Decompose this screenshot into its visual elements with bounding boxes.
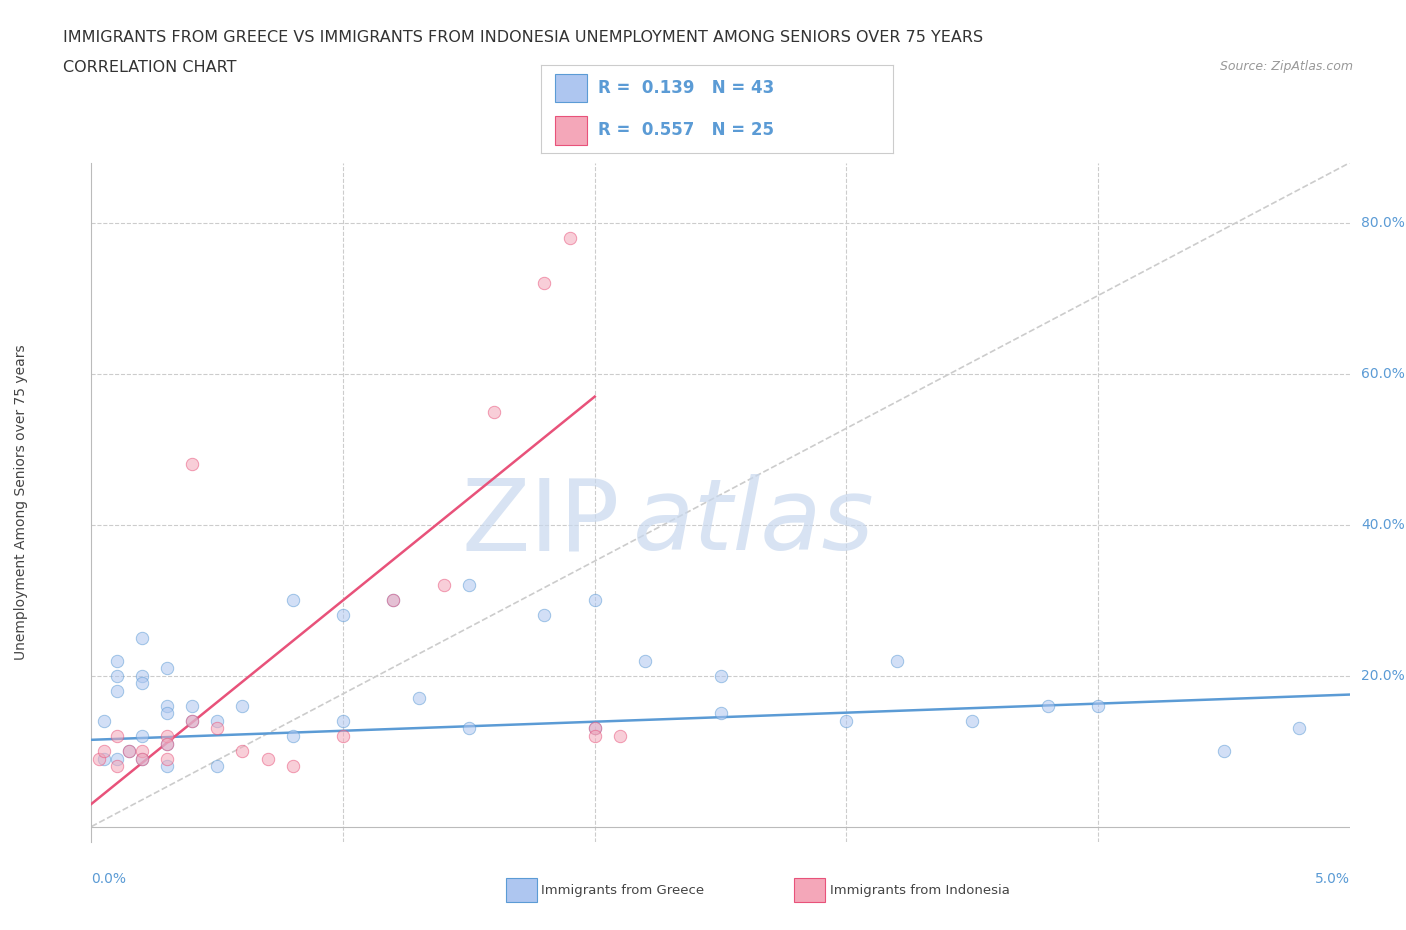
- Text: Unemployment Among Seniors over 75 years: Unemployment Among Seniors over 75 years: [14, 344, 28, 660]
- Point: [1212, 744, 1236, 759]
- Point: [156, 737, 179, 751]
- Point: [181, 713, 204, 728]
- Point: [93, 713, 115, 728]
- Text: R =  0.557   N = 25: R = 0.557 N = 25: [598, 122, 773, 140]
- Point: [105, 669, 128, 684]
- Point: [156, 751, 179, 766]
- Point: [332, 728, 354, 743]
- Point: [181, 457, 204, 472]
- Point: [231, 698, 253, 713]
- Point: [1288, 721, 1310, 736]
- Point: [408, 691, 430, 706]
- Point: [482, 405, 505, 419]
- Point: [131, 728, 153, 743]
- Point: [281, 592, 304, 607]
- Point: [709, 706, 731, 721]
- Point: [156, 698, 179, 713]
- Point: [583, 721, 606, 736]
- Point: [131, 751, 153, 766]
- Point: [93, 751, 115, 766]
- Point: [332, 713, 354, 728]
- Point: [1036, 698, 1059, 713]
- Text: 60.0%: 60.0%: [1361, 367, 1405, 381]
- Point: [281, 759, 304, 774]
- Bar: [555, 74, 588, 102]
- Point: [105, 684, 128, 698]
- Text: atlas: atlas: [633, 474, 875, 571]
- Point: [558, 231, 581, 246]
- Point: [118, 744, 141, 759]
- Point: [156, 706, 179, 721]
- Text: 5.0%: 5.0%: [1315, 872, 1350, 886]
- Point: [533, 608, 555, 623]
- Point: [156, 660, 179, 675]
- Point: [256, 751, 278, 766]
- Text: 80.0%: 80.0%: [1361, 216, 1405, 230]
- Point: [583, 728, 606, 743]
- Point: [118, 744, 141, 759]
- Point: [382, 592, 405, 607]
- Point: [382, 592, 405, 607]
- Bar: [555, 116, 588, 145]
- Point: [886, 653, 908, 668]
- Point: [835, 713, 858, 728]
- Text: 40.0%: 40.0%: [1361, 518, 1405, 532]
- Point: [205, 713, 228, 728]
- Point: [433, 578, 456, 592]
- Point: [93, 744, 115, 759]
- Text: Source: ZipAtlas.com: Source: ZipAtlas.com: [1219, 60, 1353, 73]
- Point: [156, 759, 179, 774]
- Point: [457, 721, 479, 736]
- Text: 20.0%: 20.0%: [1361, 669, 1405, 683]
- Point: [131, 744, 153, 759]
- Point: [583, 721, 606, 736]
- Point: [533, 276, 555, 291]
- Point: [583, 592, 606, 607]
- Point: [156, 728, 179, 743]
- Point: [181, 713, 204, 728]
- Point: [231, 744, 253, 759]
- Point: [205, 759, 228, 774]
- Point: [131, 676, 153, 691]
- Text: IMMIGRANTS FROM GREECE VS IMMIGRANTS FROM INDONESIA UNEMPLOYMENT AMONG SENIORS O: IMMIGRANTS FROM GREECE VS IMMIGRANTS FRO…: [63, 30, 983, 45]
- Point: [131, 631, 153, 645]
- Point: [205, 721, 228, 736]
- Point: [156, 737, 179, 751]
- Text: ZIP: ZIP: [461, 474, 620, 571]
- Point: [87, 751, 110, 766]
- Point: [457, 578, 479, 592]
- Text: Immigrants from Greece: Immigrants from Greece: [541, 884, 704, 897]
- Point: [962, 713, 984, 728]
- Text: 0.0%: 0.0%: [91, 872, 127, 886]
- Point: [634, 653, 657, 668]
- Point: [609, 728, 631, 743]
- Point: [131, 751, 153, 766]
- Point: [281, 728, 304, 743]
- Point: [105, 759, 128, 774]
- Point: [105, 728, 128, 743]
- Point: [181, 698, 204, 713]
- Point: [105, 751, 128, 766]
- Text: R =  0.139   N = 43: R = 0.139 N = 43: [598, 79, 773, 97]
- Point: [332, 608, 354, 623]
- Text: Immigrants from Indonesia: Immigrants from Indonesia: [830, 884, 1010, 897]
- Point: [105, 653, 128, 668]
- Text: CORRELATION CHART: CORRELATION CHART: [63, 60, 236, 75]
- Point: [131, 669, 153, 684]
- Point: [709, 669, 731, 684]
- Point: [1087, 698, 1109, 713]
